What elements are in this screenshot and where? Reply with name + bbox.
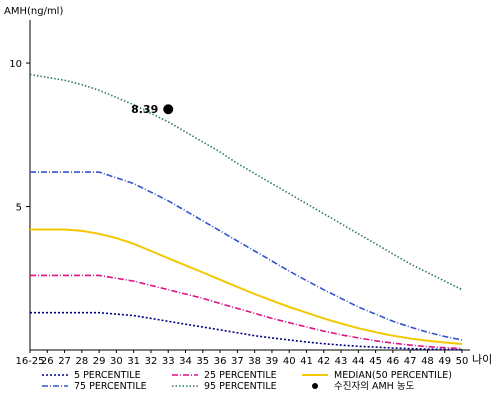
x-tick-label: 43 bbox=[335, 356, 348, 367]
legend-swatch-dot bbox=[312, 383, 318, 389]
legend-label: 25 PERCENTILE bbox=[204, 370, 277, 381]
x-tick-label: 35 bbox=[196, 356, 209, 367]
x-tick-label: 44 bbox=[352, 356, 365, 367]
series-line-95-percentile bbox=[29, 73, 463, 291]
x-tick-label: 33 bbox=[162, 356, 175, 367]
x-tick-label: 45 bbox=[369, 356, 382, 367]
x-tick-label: 16-25 bbox=[15, 356, 44, 367]
y-tick-label: 5 bbox=[16, 203, 22, 214]
x-tick-label: 41 bbox=[300, 356, 313, 367]
y-ticks: 5 10 bbox=[9, 59, 30, 214]
y-tick-label: 10 bbox=[9, 59, 22, 70]
x-tick-label: 48 bbox=[421, 356, 434, 367]
x-tick-label: 42 bbox=[317, 356, 330, 367]
x-tick-label: 31 bbox=[127, 356, 140, 367]
series-line-5-percentile bbox=[30, 311, 463, 351]
x-tick-label: 37 bbox=[231, 356, 244, 367]
series-line-25-percentile bbox=[30, 274, 463, 350]
x-tick-label: 40 bbox=[283, 356, 296, 367]
x-tick-label: 49 bbox=[438, 356, 451, 367]
series-line-median-50-percentile- bbox=[30, 228, 463, 345]
x-tick-label: 50 bbox=[456, 356, 469, 367]
x-tick-label: 32 bbox=[145, 356, 158, 367]
legend-label: 95 PERCENTILE bbox=[204, 381, 277, 392]
x-tick-label: 30 bbox=[110, 356, 123, 367]
legend-label: MEDIAN(50 PERCENTILE) bbox=[334, 370, 452, 381]
x-tick-label: 28 bbox=[75, 356, 88, 367]
patient-point bbox=[163, 104, 174, 115]
x-tick-label: 38 bbox=[248, 356, 261, 367]
x-tick-label: 26 bbox=[41, 356, 54, 367]
x-tick-label: 29 bbox=[93, 356, 106, 367]
y-axis-title: AMH(ng/ml) bbox=[4, 6, 63, 17]
legend-label: 5 PERCENTILE bbox=[74, 370, 141, 381]
x-tick-label: 36 bbox=[214, 356, 227, 367]
x-axis-title: 나이 bbox=[472, 353, 492, 366]
x-tick-label: 34 bbox=[179, 356, 192, 367]
x-tick-label: 27 bbox=[58, 356, 71, 367]
patient-marker: 8.39 bbox=[131, 103, 174, 116]
x-tick-label: 46 bbox=[387, 356, 400, 367]
patient-point-label: 8.39 bbox=[131, 103, 158, 116]
series-line-75-percentile bbox=[30, 171, 463, 341]
series-lines bbox=[29, 73, 463, 351]
legend-label: 수진자의 AMH 농도 bbox=[334, 381, 415, 392]
x-tick-label: 39 bbox=[266, 356, 279, 367]
legend-label: 75 PERCENTILE bbox=[74, 381, 147, 392]
x-tick-label: 47 bbox=[404, 356, 417, 367]
legend: 5 PERCENTILE 25 PERCENTILE MEDIAN(50 PERCE… bbox=[42, 370, 452, 392]
